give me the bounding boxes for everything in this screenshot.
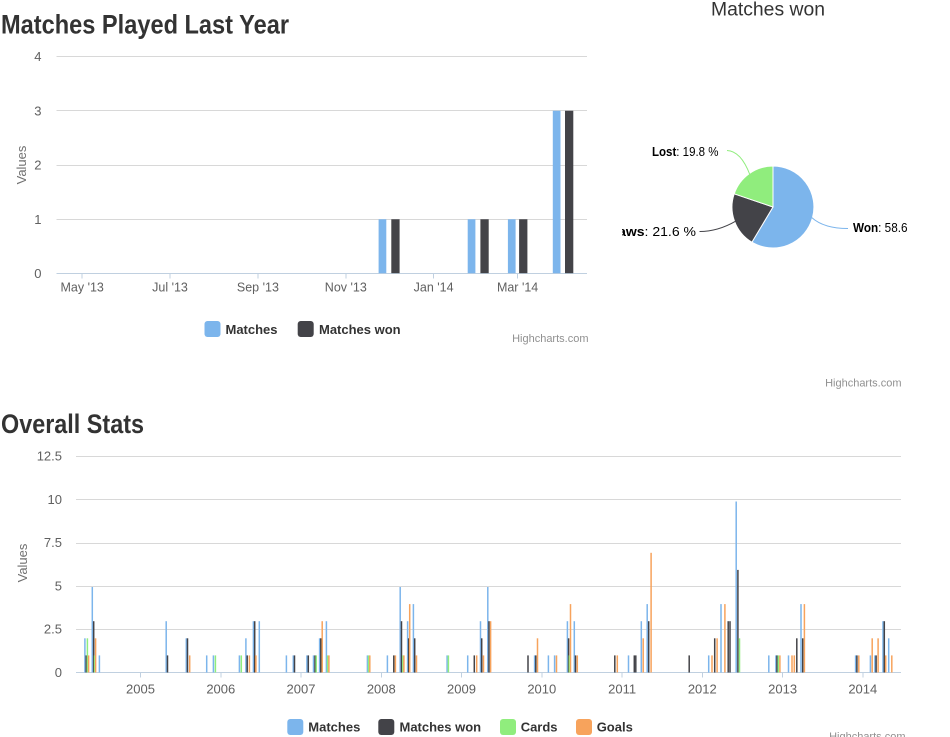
svg-text:Matches: Matches bbox=[226, 322, 278, 337]
svg-text:2011: 2011 bbox=[608, 682, 636, 697]
svg-text:5: 5 bbox=[55, 578, 62, 593]
svg-text:Matches won: Matches won bbox=[400, 720, 482, 735]
svg-text:2.5: 2.5 bbox=[44, 622, 62, 637]
svg-text:2009: 2009 bbox=[447, 682, 476, 697]
svg-text:Lost: 19.8 %: Lost: 19.8 % bbox=[652, 145, 719, 159]
svg-text:Values: Values bbox=[14, 145, 29, 184]
svg-text:Jul '13: Jul '13 bbox=[152, 281, 188, 295]
svg-text:Values: Values bbox=[15, 543, 30, 582]
svg-text:Highcharts.com: Highcharts.com bbox=[829, 731, 905, 737]
svg-text:Cards: Cards bbox=[521, 720, 558, 735]
svg-text:2008: 2008 bbox=[367, 682, 396, 697]
svg-text:Nov '13: Nov '13 bbox=[325, 281, 367, 295]
svg-text:Mar '14: Mar '14 bbox=[497, 281, 538, 295]
svg-text:Matches: Matches bbox=[308, 720, 360, 735]
svg-text:0: 0 bbox=[55, 665, 62, 680]
svg-text:2005: 2005 bbox=[126, 682, 155, 697]
svg-text:0: 0 bbox=[34, 266, 41, 281]
svg-text:Highcharts.com: Highcharts.com bbox=[825, 378, 901, 390]
svg-text:Highcharts.com: Highcharts.com bbox=[512, 333, 588, 345]
svg-text:Jan '14: Jan '14 bbox=[414, 281, 454, 295]
svg-text:7.5: 7.5 bbox=[44, 535, 62, 550]
svg-text:Won: 58.6: Won: 58.6 bbox=[853, 221, 908, 235]
svg-text:Sep '13: Sep '13 bbox=[237, 281, 279, 295]
svg-text:Matches won: Matches won bbox=[319, 322, 401, 337]
svg-text:2010: 2010 bbox=[527, 682, 556, 697]
svg-text:2014: 2014 bbox=[848, 682, 877, 697]
svg-text:4: 4 bbox=[34, 49, 41, 64]
svg-text:Matches won: Matches won bbox=[711, 0, 825, 21]
svg-text:10: 10 bbox=[48, 492, 62, 507]
svg-text:2006: 2006 bbox=[206, 682, 235, 697]
svg-text:Goals: Goals bbox=[597, 720, 633, 735]
svg-text:Draws: 21.6 %: Draws: 21.6 % bbox=[603, 225, 697, 239]
svg-text:2012: 2012 bbox=[688, 682, 717, 697]
svg-text:3: 3 bbox=[34, 103, 41, 118]
svg-text:1: 1 bbox=[34, 212, 41, 227]
svg-text:12.5: 12.5 bbox=[37, 449, 62, 464]
svg-text:2007: 2007 bbox=[287, 682, 316, 697]
svg-text:Matches Played Last Year: Matches Played Last Year bbox=[1, 10, 289, 40]
svg-text:May '13: May '13 bbox=[61, 281, 104, 295]
svg-text:2013: 2013 bbox=[768, 682, 797, 697]
svg-text:Overall Stats: Overall Stats bbox=[1, 409, 144, 439]
svg-text:2: 2 bbox=[34, 158, 41, 173]
